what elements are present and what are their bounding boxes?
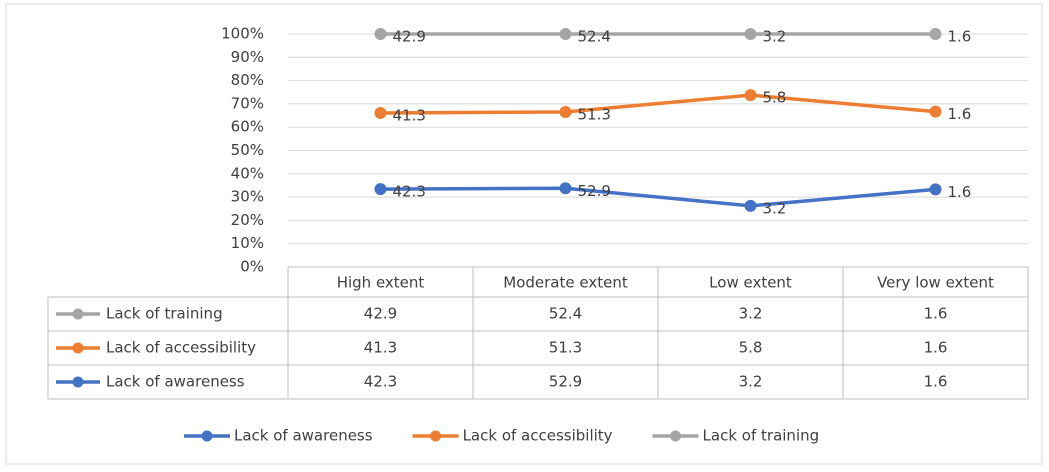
table-legend-marker bbox=[72, 342, 84, 354]
y-tick-label: 90% bbox=[231, 48, 264, 66]
y-tick-label: 40% bbox=[231, 164, 264, 182]
series-line bbox=[380, 93, 936, 115]
data-point bbox=[559, 182, 572, 195]
data-label: 41.3 bbox=[393, 107, 426, 125]
data-point bbox=[374, 183, 387, 196]
data-label: 42.9 bbox=[393, 28, 426, 46]
data-point bbox=[374, 107, 387, 120]
data-label: 52.9 bbox=[578, 182, 611, 200]
data-label: 3.2 bbox=[763, 28, 787, 46]
table-cell: 1.6 bbox=[924, 339, 948, 357]
y-tick-label: 60% bbox=[231, 118, 264, 136]
legend-marker bbox=[670, 430, 682, 442]
x-tick-label: Moderate extent bbox=[503, 274, 628, 292]
y-tick-label: 80% bbox=[231, 71, 264, 89]
y-tick-label: 70% bbox=[231, 94, 264, 112]
table-cell: 42.9 bbox=[364, 305, 397, 323]
data-point bbox=[559, 105, 572, 118]
data-point bbox=[744, 28, 757, 40]
data-point bbox=[744, 199, 757, 212]
table-cell: 1.6 bbox=[924, 373, 948, 391]
data-point bbox=[559, 28, 572, 40]
table-cell: 52.9 bbox=[549, 373, 582, 391]
table-cell: 51.3 bbox=[549, 339, 582, 357]
table-cell: 52.4 bbox=[549, 305, 582, 323]
data-label: 3.2 bbox=[763, 199, 787, 217]
legend-label: Lack of training bbox=[703, 427, 820, 445]
table-cell: 5.8 bbox=[739, 339, 763, 357]
legend-label: Lack of accessibility bbox=[463, 427, 613, 445]
table-cell: 41.3 bbox=[364, 339, 397, 357]
table-cell: 42.3 bbox=[364, 373, 397, 391]
data-point bbox=[929, 28, 942, 40]
data-label: 52.4 bbox=[578, 28, 611, 46]
data-label: 51.3 bbox=[578, 105, 611, 123]
table-row-label: Lack of accessibility bbox=[106, 339, 256, 357]
data-label: 42.3 bbox=[393, 183, 426, 201]
data-point bbox=[374, 28, 387, 40]
table-row-label: Lack of training bbox=[106, 305, 223, 323]
y-tick-label: 30% bbox=[231, 188, 264, 206]
data-label: 1.6 bbox=[948, 183, 972, 201]
legend-marker bbox=[430, 430, 442, 442]
data-point bbox=[744, 89, 757, 102]
table-cell: 3.2 bbox=[739, 305, 763, 323]
x-tick-label: Very low extent bbox=[877, 274, 994, 292]
x-tick-label: High extent bbox=[337, 274, 425, 292]
data-point bbox=[929, 105, 942, 118]
data-point bbox=[929, 183, 942, 196]
table-legend-marker bbox=[72, 308, 84, 320]
y-tick-label: 0% bbox=[240, 258, 264, 276]
table-cell: 1.6 bbox=[924, 305, 948, 323]
y-tick-label: 100% bbox=[221, 25, 264, 43]
series-line bbox=[380, 186, 936, 208]
x-tick-label: Low extent bbox=[709, 274, 792, 292]
data-label: 1.6 bbox=[948, 28, 972, 46]
chart-border bbox=[5, 3, 1043, 465]
table-legend-marker bbox=[72, 376, 84, 388]
data-label: 5.8 bbox=[763, 89, 787, 107]
y-tick-label: 50% bbox=[231, 141, 264, 159]
y-tick-label: 20% bbox=[231, 211, 264, 229]
data-label: 1.6 bbox=[948, 105, 972, 123]
legend-marker bbox=[201, 430, 213, 442]
table-cell: 3.2 bbox=[739, 373, 763, 391]
table-row-label: Lack of awareness bbox=[106, 373, 245, 391]
legend-label: Lack of awareness bbox=[234, 427, 373, 445]
y-tick-label: 10% bbox=[231, 234, 264, 252]
